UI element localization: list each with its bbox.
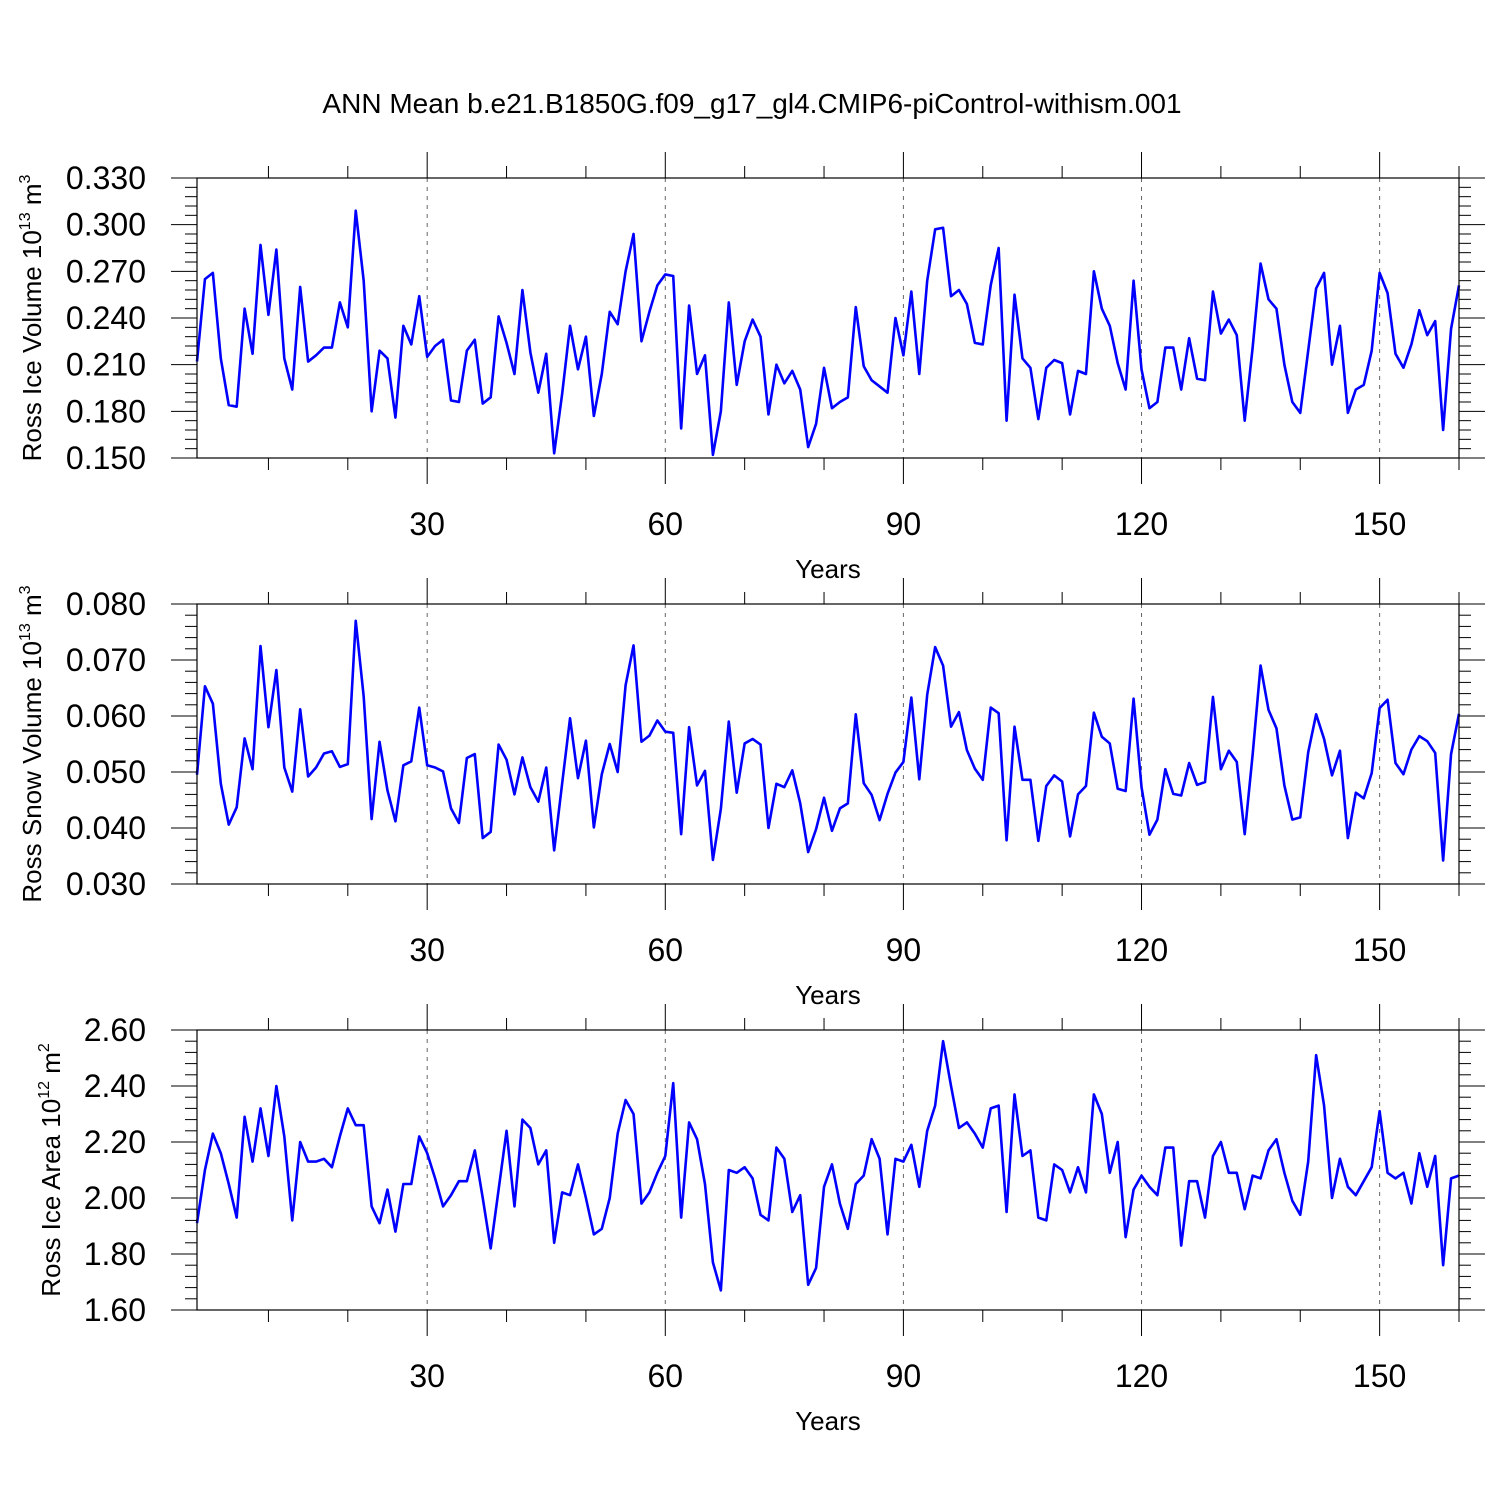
x-tick-label: 120	[1115, 932, 1168, 968]
x-tick-label: 60	[647, 1358, 683, 1394]
chart-panels: 30 60 90 120 150 0.150 0.180 0.210 0.240 0.270 0.3…	[17, 152, 1485, 1436]
x-axis-label: Years	[795, 980, 861, 1010]
y-axis-label: Ross Ice Volume 1013 m3	[17, 174, 47, 461]
y-axis-label: Ross Snow Volume 1013 m3	[17, 585, 47, 902]
x-tick-label: 30	[409, 506, 445, 542]
y-label-unit: m	[17, 594, 47, 623]
x-tick-label: 120	[1115, 1358, 1168, 1394]
y-tick-label: 0.270	[66, 253, 146, 289]
y-tick-label: 0.180	[66, 393, 146, 429]
y-label-unit: m	[17, 183, 47, 212]
x-tick-label: 60	[647, 932, 683, 968]
page-title: ANN Mean b.e21.B1850G.f09_g17_gl4.CMIP6-…	[322, 88, 1181, 119]
y-tick-label: 2.60	[84, 1012, 146, 1048]
x-tick-label: 90	[886, 506, 922, 542]
x-tick-label: 150	[1353, 932, 1406, 968]
y-label-unit-exponent: 3	[17, 174, 34, 183]
y-label-unit-exponent: 2	[36, 1043, 53, 1052]
x-tick-label: 150	[1353, 506, 1406, 542]
y-label-exponent: 12	[36, 1081, 53, 1099]
y-tick-label: 0.150	[66, 440, 146, 476]
x-tick-label: 30	[409, 1358, 445, 1394]
x-tick-label: 90	[886, 932, 922, 968]
y-label-text: Ross Ice Volume 10	[17, 230, 47, 461]
y-tick-label: 0.080	[66, 586, 146, 622]
y-label-unit: m	[36, 1052, 66, 1081]
plot-frame	[196, 603, 1460, 885]
y-tick-label: 0.050	[66, 754, 146, 790]
y-axis-label: Ross Ice Area 1012 m2	[36, 1043, 66, 1297]
chart-panel-2: 30 60 90 120 150 0.030 0.040 0.050 0.060 0.070 0.0…	[17, 578, 1485, 1010]
y-tick-label: 1.80	[84, 1236, 146, 1272]
y-label-exponent: 13	[17, 623, 34, 641]
chart-panel-3: 30 60 90 120 150 1.60 1.80 2.00 2.20 2.40 2.60 Year…	[36, 1004, 1485, 1436]
x-tick-label: 150	[1353, 1358, 1406, 1394]
y-tick-label: 2.00	[84, 1180, 146, 1216]
x-tick-label: 60	[647, 506, 683, 542]
y-label-text: Ross Snow Volume 10	[17, 641, 47, 903]
x-tick-label: 120	[1115, 506, 1168, 542]
y-tick-label: 0.070	[66, 642, 146, 678]
plot-frame	[196, 1029, 1460, 1311]
y-tick-label: 0.330	[66, 160, 146, 196]
y-tick-label: 2.40	[84, 1068, 146, 1104]
y-tick-label: 0.240	[66, 300, 146, 336]
x-axis-label: Years	[795, 1406, 861, 1436]
y-tick-label: 0.030	[66, 866, 146, 902]
y-tick-label: 0.300	[66, 207, 146, 243]
x-tick-label: 90	[886, 1358, 922, 1394]
y-label-exponent: 13	[17, 212, 34, 230]
chart-panel-1: 30 60 90 120 150 0.150 0.180 0.210 0.240 0.270 0.3…	[17, 152, 1485, 584]
y-tick-label: 0.060	[66, 698, 146, 734]
series-line	[195, 209, 1461, 457]
y-label-text: Ross Ice Area 10	[36, 1099, 66, 1297]
y-tick-label: 1.60	[84, 1292, 146, 1328]
x-tick-label: 30	[409, 932, 445, 968]
y-label-unit-exponent: 3	[17, 585, 34, 594]
x-axis-label: Years	[795, 554, 861, 584]
y-tick-label: 0.210	[66, 347, 146, 383]
y-tick-label: 2.20	[84, 1124, 146, 1160]
series-line	[195, 619, 1461, 862]
y-tick-label: 0.040	[66, 810, 146, 846]
series-line	[195, 1039, 1460, 1292]
